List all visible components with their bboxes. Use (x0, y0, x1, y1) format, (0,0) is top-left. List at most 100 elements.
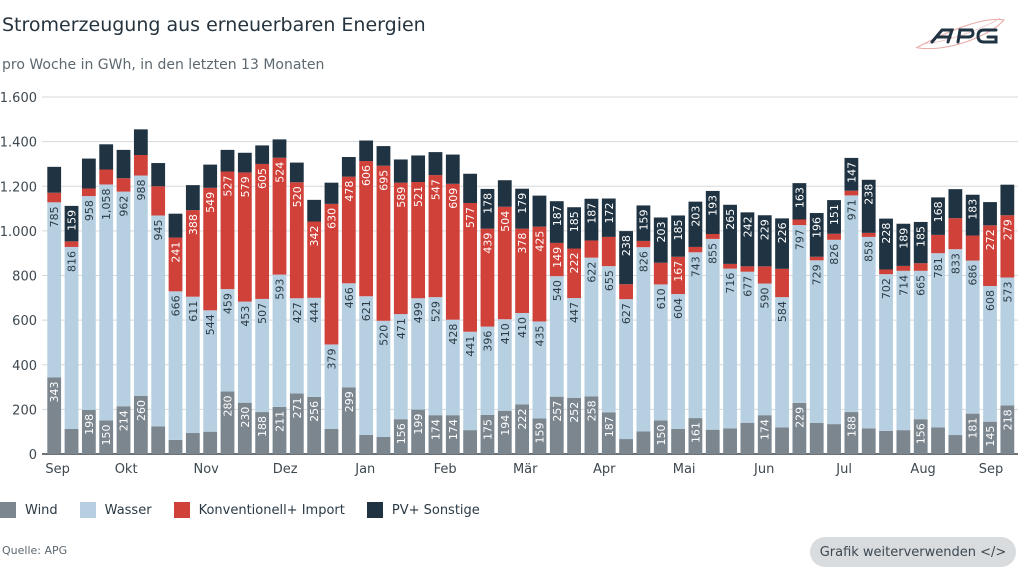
bar-segment-wind (809, 422, 824, 454)
bar-segment-konventionell-import (289, 182, 304, 299)
data-label: 175 (481, 419, 494, 440)
bar-segment-wasser (341, 283, 356, 388)
data-label: 833 (949, 253, 962, 274)
bar-segment-wasser (913, 270, 928, 420)
bar-segment-konventionell-import (255, 163, 270, 299)
bar-segment-pv-sonstige (116, 149, 131, 179)
bar-segment-wasser (359, 296, 374, 435)
bar-segment-wasser (168, 291, 183, 440)
data-label: 183 (967, 199, 980, 220)
data-label: 149 (551, 247, 564, 268)
bar-segment-pv-sonstige (64, 205, 79, 242)
legend-item-pv[interactable]: PV+ Sonstige (366, 502, 480, 518)
bar-segment-konventionell-import (168, 237, 183, 292)
data-label: 630 (325, 208, 338, 229)
data-label: 716 (724, 273, 737, 294)
bar-segment-wind (237, 402, 252, 454)
bar-segment-pv-sonstige (965, 194, 980, 236)
bar-segment-wind (983, 421, 997, 454)
data-label: 147 (845, 162, 858, 183)
bar-segment-wind (584, 396, 599, 454)
data-label: 299 (343, 391, 356, 412)
data-label: 410 (516, 317, 529, 338)
bar-segment-wasser (844, 195, 859, 413)
bar-segment-pv-sonstige (775, 218, 789, 269)
data-label: 478 (343, 181, 356, 202)
data-label: 605 (256, 168, 269, 189)
bar-segment-konventionell-import (809, 256, 824, 261)
y-tick-label: 200 (12, 403, 37, 418)
x-month-label: Nov (193, 462, 219, 477)
bar-segment-wasser (549, 276, 564, 397)
data-label: 826 (828, 244, 841, 265)
bar-segment-konventionell-import (151, 186, 166, 216)
bar-segment-wind (515, 404, 530, 454)
bar-segment-pv-sonstige (99, 144, 114, 170)
bar-segment-konventionell-import (393, 182, 408, 315)
bar-segment-pv-sonstige (497, 180, 512, 207)
bar-segment-wasser (203, 310, 218, 432)
legend-item-konventionell[interactable]: Konventionell+ Import (173, 502, 345, 518)
bar-segment-pv-sonstige (237, 152, 252, 173)
bar-segment-pv-sonstige (948, 189, 963, 219)
data-label: 627 (620, 303, 633, 324)
bar-segment-konventionell-import (428, 175, 443, 298)
data-label: 520 (291, 186, 304, 207)
data-label: 174 (447, 419, 460, 440)
bar-segment-pv-sonstige (913, 221, 928, 264)
bar-segment-wind (931, 427, 945, 454)
data-label: 665 (915, 275, 928, 296)
bar-segment-konventionell-import (983, 225, 997, 286)
data-label: 540 (551, 280, 564, 301)
x-month-label: Feb (434, 462, 457, 477)
data-label: 466 (343, 287, 356, 308)
bar-segment-wind (723, 428, 737, 454)
legend-item-wasser[interactable]: Wasser (79, 502, 152, 518)
bar-segment-wind (64, 429, 79, 454)
bar-segment-wasser (515, 312, 530, 405)
data-label: 174 (759, 419, 772, 440)
data-label: 447 (568, 302, 581, 323)
bar-segment-wind (844, 412, 859, 454)
data-label: 743 (689, 256, 702, 277)
data-label: 425 (533, 231, 546, 252)
bar-segment-wind (497, 410, 512, 454)
bar-segment-wasser (705, 238, 720, 430)
bar-segment-wind (705, 429, 720, 454)
legend: Wind Wasser Konventionell+ Import PV+ So… (0, 502, 502, 518)
bar-segment-konventionell-import (948, 218, 963, 250)
bar-segment-pv-sonstige (81, 158, 96, 189)
data-label: 453 (239, 306, 252, 327)
bar-segment-konventionell-import (133, 155, 148, 176)
x-month-label: Aug (910, 462, 935, 477)
data-label: 785 (48, 206, 61, 227)
data-label: 258 (585, 400, 598, 421)
bar-segment-wind (549, 396, 564, 454)
bar-segment-wasser (792, 225, 807, 403)
bar-segment-wind (792, 402, 807, 454)
data-label: 194 (499, 415, 512, 436)
data-label: 529 (429, 301, 442, 322)
legend-swatch-pv (366, 502, 383, 518)
bar-segment-wasser (497, 319, 512, 411)
bar-segment-wind (636, 431, 651, 454)
bar-segment-wasser (445, 319, 460, 416)
bar-segment-konventionell-import (913, 263, 928, 271)
bar-segment-wind (757, 415, 772, 454)
legend-item-wind[interactable]: Wind (0, 502, 58, 518)
bar-segment-pv-sonstige (47, 166, 62, 193)
bar-segment-konventionell-import (116, 178, 131, 192)
bar-segment-konventionell-import (601, 236, 616, 267)
data-label: 410 (499, 323, 512, 344)
bar-segment-konventionell-import (723, 263, 737, 269)
bar-segment-pv-sonstige (341, 157, 356, 177)
bar-segment-wasser (879, 274, 893, 431)
bar-segment-konventionell-import (792, 219, 807, 226)
data-label: 238 (620, 235, 633, 256)
data-label: 666 (170, 295, 183, 316)
data-label: 218 (1001, 409, 1014, 430)
bar-segment-wind (861, 428, 876, 454)
data-label: 187 (585, 203, 598, 224)
bar-segment-wind (601, 412, 616, 454)
reuse-graphic-button[interactable]: Grafik weiterverwenden </> (810, 537, 1016, 567)
